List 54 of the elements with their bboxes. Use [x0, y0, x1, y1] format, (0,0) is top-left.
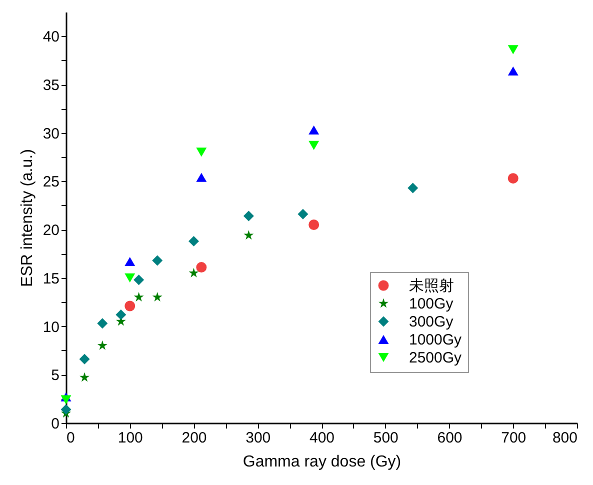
x-tick-label: 500: [373, 430, 398, 446]
y-tick-label: 25: [42, 174, 60, 191]
point: [134, 292, 144, 302]
y-tick-label: 35: [42, 77, 60, 94]
x-tick-label: 600: [437, 430, 462, 446]
point: [308, 125, 320, 135]
point: [80, 372, 90, 382]
y-tick-label: 0: [51, 416, 60, 432]
y-tick-label: 30: [42, 125, 60, 142]
point: [196, 262, 207, 273]
point: [308, 140, 320, 150]
y-tick-label: 40: [42, 28, 60, 46]
point: [196, 148, 207, 157]
point: [134, 274, 144, 286]
legend-label: 2500Gy: [409, 350, 462, 366]
point: [508, 173, 518, 184]
point: [408, 182, 418, 194]
point: [152, 255, 163, 266]
point: [508, 66, 518, 76]
x-tick-label: 700: [501, 430, 526, 446]
legend-label: 未照射: [409, 278, 454, 294]
x-tick-label: 100: [118, 430, 143, 446]
point: [60, 395, 72, 404]
legend-label: 100Gy: [409, 296, 454, 312]
point: [244, 230, 254, 240]
y-axis-title: ESR intensity (a.u.): [18, 149, 36, 287]
point: [196, 172, 207, 182]
x-tick-label: 0: [66, 430, 75, 446]
point: [188, 268, 199, 278]
point: [152, 292, 162, 302]
point: [97, 318, 108, 329]
point: [79, 354, 90, 364]
point: [124, 300, 136, 312]
point: [298, 208, 308, 220]
point: [508, 45, 518, 54]
point: [188, 236, 199, 246]
point: [116, 309, 126, 320]
legend-label: 1000Gy: [409, 332, 462, 348]
x-tick-label: 800: [552, 430, 578, 446]
point: [60, 404, 72, 415]
point: [124, 273, 136, 282]
point: [243, 210, 254, 222]
y-tick-label: 15: [42, 270, 60, 288]
x-axis-title: Gamma ray dose (Gy): [242, 454, 402, 470]
point: [124, 256, 136, 266]
x-tick-label: 300: [246, 430, 271, 446]
y-tick-label: 10: [42, 318, 60, 336]
y-tick-label: 5: [51, 367, 60, 384]
x-tick-label: 400: [309, 430, 335, 446]
y-tick-label: 20: [42, 222, 60, 240]
point: [97, 340, 108, 350]
point: [308, 220, 320, 230]
x-tick-label: 200: [182, 430, 207, 446]
legend-label: 300Gy: [409, 314, 454, 330]
